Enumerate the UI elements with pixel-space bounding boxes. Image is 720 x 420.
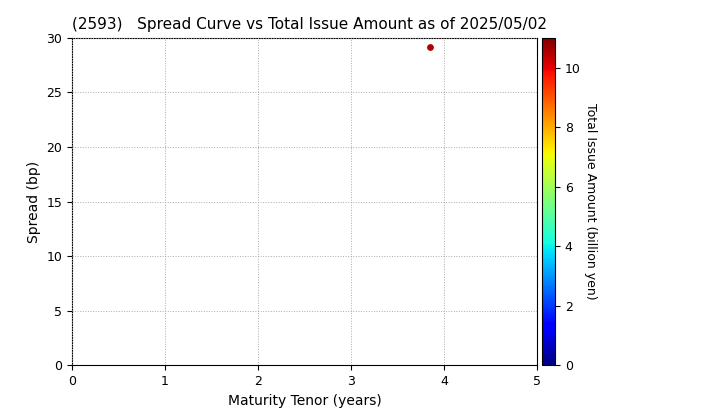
Y-axis label: Total Issue Amount (billion yen): Total Issue Amount (billion yen): [585, 103, 598, 300]
Text: (2593)   Spread Curve vs Total Issue Amount as of 2025/05/02: (2593) Spread Curve vs Total Issue Amoun…: [72, 18, 547, 32]
Point: [424, 43, 436, 50]
X-axis label: Maturity Tenor (years): Maturity Tenor (years): [228, 394, 382, 408]
Y-axis label: Spread (bp): Spread (bp): [27, 160, 41, 243]
